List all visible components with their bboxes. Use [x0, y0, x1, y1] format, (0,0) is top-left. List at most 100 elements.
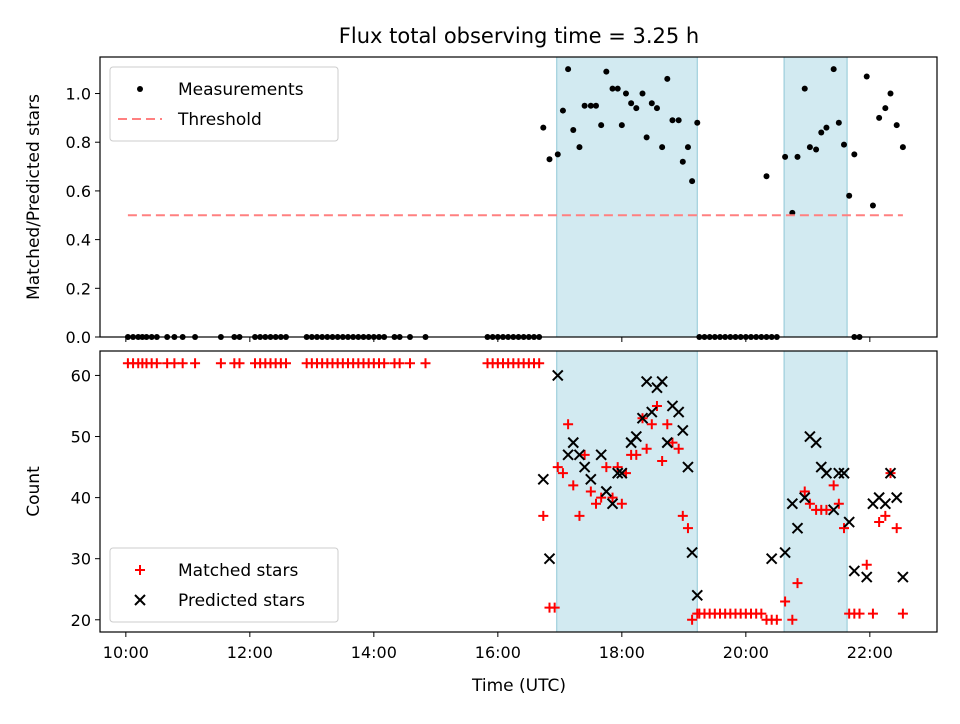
predicted-stars-point	[552, 369, 564, 382]
measurements-point	[846, 192, 853, 199]
y-tick-label: 50	[71, 428, 91, 447]
predicted-stars-point	[585, 473, 597, 485]
matched-stars-point	[151, 358, 162, 369]
x-axis-label: Time (UTC)	[471, 676, 566, 696]
predicted-stars-point	[611, 467, 624, 479]
y-tick-label: 0.0	[66, 328, 91, 347]
predicted-stars-point	[630, 430, 643, 443]
x-tick-label: 10:00	[103, 643, 149, 662]
matched-stars-point	[799, 486, 810, 497]
measurements-point	[675, 117, 682, 124]
matched-stars-point	[662, 419, 673, 430]
predicted-stars-point	[672, 406, 685, 418]
matched-stars-point	[687, 614, 698, 625]
legend-matched-stars-label: Matched stars	[178, 561, 298, 581]
matched-stars-point	[568, 480, 579, 491]
measurements-point	[576, 144, 583, 151]
measurements-point	[598, 122, 605, 129]
predicted-stars-point	[578, 461, 591, 473]
predicted-stars-point	[827, 504, 840, 516]
predicted-stars-point	[765, 552, 778, 565]
measurements-point	[587, 102, 594, 109]
matched-stars-point	[234, 358, 245, 369]
matched-stars-point	[579, 449, 590, 460]
predicted-stars-point	[791, 522, 804, 534]
measurements-point	[679, 158, 686, 165]
measurements-point	[614, 85, 621, 92]
matched-stars-point	[601, 462, 612, 473]
y-tick-label: 0.4	[66, 231, 91, 250]
matched-stars-point	[667, 437, 678, 448]
legend-matched-stars-swatch	[135, 565, 145, 575]
legend-predicted-stars-label: Predicted stars	[178, 591, 305, 611]
legend-measurements-swatch	[137, 86, 143, 92]
measurements-point	[801, 85, 808, 92]
matched-stars-point	[607, 492, 618, 503]
measurements-point	[813, 146, 820, 153]
matched-stars-point	[534, 358, 545, 369]
measurements-point	[882, 105, 889, 112]
measurements-point	[689, 178, 696, 185]
matched-stars-point	[792, 578, 803, 589]
matched-stars-point	[897, 608, 908, 619]
matched-stars-point	[673, 443, 684, 454]
x-tick-label: 18:00	[599, 643, 645, 662]
matched-stars-point	[281, 358, 291, 369]
predicted-stars-point	[884, 467, 897, 479]
legend-box	[109, 547, 339, 623]
measurements-point	[559, 107, 566, 114]
predicted-stars-point	[799, 491, 811, 504]
measurements-point	[570, 127, 577, 134]
legend-threshold-label: Threshold	[177, 110, 262, 130]
predicted-stars-point	[636, 412, 649, 424]
matched-stars-point	[631, 449, 642, 460]
matched-stars-point	[596, 492, 607, 503]
measurements-point	[581, 102, 588, 109]
matched-stars-point	[657, 455, 668, 466]
x-tick-label: 16:00	[475, 643, 521, 662]
measurements-point	[694, 119, 701, 126]
matched-stars-point	[867, 608, 878, 619]
matched-stars-point	[563, 419, 574, 430]
matched-stars-point	[379, 358, 390, 369]
measurements-point	[818, 129, 825, 136]
predicted-stars-point	[606, 498, 619, 510]
measurements-point	[669, 117, 676, 124]
matched-stars-point	[538, 510, 549, 521]
predicted-stars-point	[537, 473, 550, 485]
matched-stars-point	[651, 400, 662, 411]
legend-predicted-stars-swatch	[134, 594, 146, 606]
predicted-stars-point	[691, 589, 703, 602]
matched-stars-point	[420, 358, 431, 369]
matched-stars-point	[574, 510, 585, 521]
measurements-point	[782, 153, 789, 160]
matched-stars-point	[756, 608, 767, 619]
y-tick-label: 0.8	[66, 133, 91, 152]
y-tick-label: 1.0	[66, 85, 91, 104]
observing-interval-top-1	[556, 56, 698, 338]
matched-stars-point	[677, 510, 688, 521]
matched-stars-point	[833, 498, 844, 509]
predicted-stars-point	[820, 467, 833, 479]
predicted-stars-point	[677, 424, 689, 437]
matched-stars-point	[880, 510, 891, 521]
bottom-y-axis-label: Count	[24, 466, 44, 517]
matched-stars-point	[861, 559, 872, 570]
measurements-point	[659, 144, 666, 151]
measurements-point	[664, 75, 671, 82]
predicted-stars-point	[640, 375, 653, 388]
matched-stars-point	[552, 462, 563, 473]
measurements-point	[546, 156, 553, 163]
top-legend: Measurements Threshold	[109, 66, 339, 142]
predicted-stars-point	[890, 491, 903, 504]
matched-stars-point	[591, 498, 601, 509]
measurements-point	[618, 122, 625, 129]
predicted-stars-point	[810, 436, 822, 449]
predicted-stars-point	[573, 449, 586, 461]
y-tick-label: 60	[71, 366, 91, 385]
matched-stars-point	[405, 358, 415, 369]
measurements-panel: 0.0 0.2 0.4 0.6 0.8 1.0 Matched/Predicted star…	[24, 56, 938, 347]
measurements-point	[893, 122, 900, 129]
measurements-point	[643, 134, 650, 141]
predicted-stars-point	[879, 498, 892, 510]
